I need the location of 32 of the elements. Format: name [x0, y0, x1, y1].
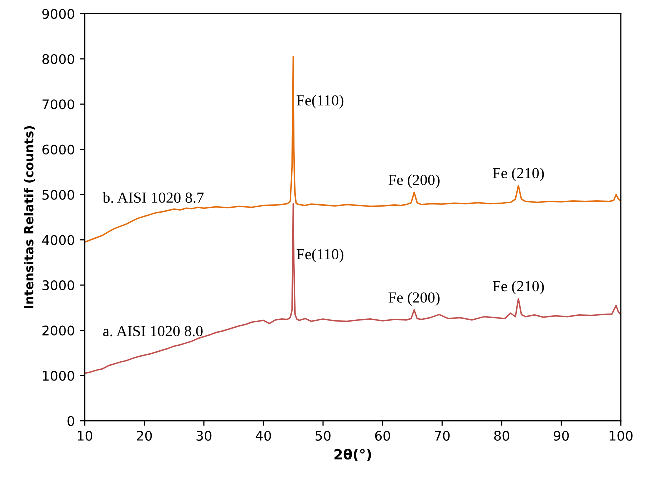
y-tick-label: 2000 — [42, 326, 74, 336]
annotation: Fe(110) — [296, 248, 344, 263]
x-tick-label: 90 — [554, 430, 570, 441]
y-tick-label: 8000 — [42, 54, 74, 64]
x-tick-label: 60 — [375, 430, 390, 441]
y-tick-label: 9000 — [42, 9, 74, 20]
series-label: b. AISI 1020 8.7 — [102, 192, 204, 204]
line-series — [85, 203, 622, 374]
y-tick-label: 5000 — [42, 190, 74, 200]
x-tick-label: 40 — [256, 430, 272, 441]
y-tick-label: 3000 — [42, 280, 74, 291]
x-tick-label: 20 — [137, 430, 152, 441]
line-series — [85, 56, 622, 244]
x-tick-label: 100 — [610, 430, 633, 441]
series-label: a. AISI 1020 8.0 — [103, 326, 203, 337]
y-tick-label: 4000 — [42, 235, 74, 246]
x-tick-label: 70 — [435, 430, 450, 441]
x-tick-label: 10 — [78, 430, 93, 441]
annotation: Fe (200) — [388, 174, 440, 188]
x-tick-label: 30 — [196, 430, 212, 441]
y-tick-label: 7000 — [42, 100, 74, 110]
annotation: Fe (200) — [388, 292, 440, 306]
y-tick-label: 6000 — [42, 144, 74, 155]
annotation: Fe(110) — [296, 95, 344, 109]
y-axis-title: Intensitas Relatif (counts) — [24, 126, 36, 308]
x-tick-label: 80 — [494, 430, 510, 441]
x-axis-title: 2θ(°) — [334, 448, 372, 462]
y-tick-label: 0 — [68, 416, 74, 426]
x-tick-label: 50 — [316, 430, 331, 441]
annotation: Fe (210) — [492, 280, 544, 295]
y-tick-label: 1000 — [43, 371, 74, 382]
annotation: Fe (210) — [492, 168, 544, 182]
